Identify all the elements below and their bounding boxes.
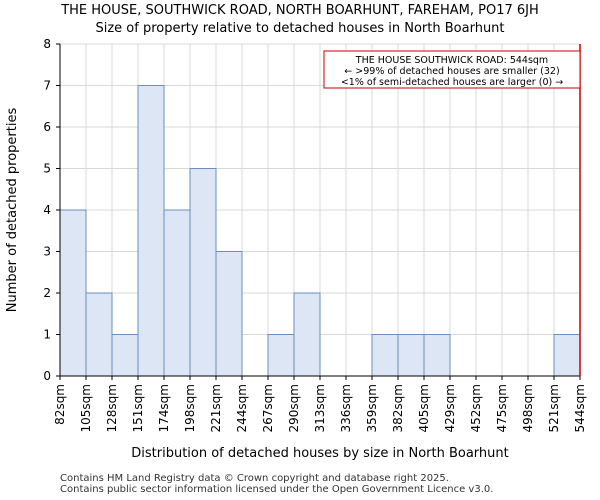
histogram-bar — [189, 168, 217, 377]
histogram-bar — [163, 209, 191, 377]
histogram-bar — [267, 334, 295, 377]
y-tick-label: 1 — [43, 328, 51, 342]
histogram-bar — [215, 251, 243, 377]
histogram-bar — [111, 334, 139, 377]
x-tick-label: 475sqm — [495, 384, 509, 432]
x-tick-label: 290sqm — [287, 384, 301, 432]
annotation-line: <1% of semi-detached houses are larger (… — [341, 77, 563, 88]
histogram-bar — [423, 334, 451, 377]
footer-copyright: Contains HM Land Registry data © Crown c… — [60, 473, 449, 484]
y-tick-label: 2 — [43, 286, 51, 300]
x-tick-label: 267sqm — [261, 384, 275, 432]
y-tick-label: 3 — [43, 245, 51, 259]
annotation-line: THE HOUSE SOUTHWICK ROAD: 544sqm — [355, 55, 548, 66]
x-tick-label: 105sqm — [79, 384, 93, 432]
x-tick-label: 498sqm — [521, 384, 535, 432]
x-tick-label: 359sqm — [365, 384, 379, 432]
histogram-bar — [59, 209, 87, 377]
chart-title: THE HOUSE, SOUTHWICK ROAD, NORTH BOARHUN… — [61, 3, 539, 18]
y-tick-label: 4 — [43, 203, 51, 217]
x-tick-label: 429sqm — [443, 384, 457, 432]
histogram-bar — [553, 334, 581, 377]
x-tick-label: 382sqm — [391, 384, 405, 432]
x-tick-label: 544sqm — [573, 384, 587, 432]
x-tick-label: 452sqm — [469, 384, 483, 432]
x-tick-label: 313sqm — [313, 384, 327, 432]
y-tick-label: 6 — [43, 120, 51, 134]
y-tick-label: 0 — [43, 369, 51, 383]
x-tick-label: 336sqm — [339, 384, 353, 432]
x-tick-label: 151sqm — [131, 384, 145, 432]
chart-subtitle: Size of property relative to detached ho… — [95, 21, 505, 36]
annotation-line: ← >99% of detached houses are smaller (3… — [344, 66, 559, 77]
footer-licence: Contains public sector information licen… — [60, 484, 494, 495]
y-tick-label: 8 — [43, 37, 51, 51]
histogram-bar — [137, 85, 165, 377]
x-tick-label: 128sqm — [105, 384, 119, 432]
histogram-bar — [293, 292, 321, 377]
x-tick-label: 221sqm — [209, 384, 223, 432]
histogram-bar — [85, 292, 113, 377]
x-tick-label: 405sqm — [417, 384, 431, 432]
y-axis-title: Number of detached properties — [5, 108, 20, 313]
x-tick-label: 174sqm — [157, 384, 171, 432]
histogram-bar — [397, 334, 425, 377]
y-tick-label: 7 — [43, 79, 51, 93]
histogram-bar — [371, 334, 399, 377]
y-tick-label: 5 — [43, 162, 51, 176]
x-axis-title: Distribution of detached houses by size … — [131, 446, 509, 461]
x-tick-label: 244sqm — [235, 384, 249, 432]
x-tick-label: 82sqm — [53, 384, 67, 425]
annotation-box — [323, 50, 581, 89]
x-tick-label: 521sqm — [547, 384, 561, 432]
x-tick-label: 198sqm — [183, 384, 197, 432]
